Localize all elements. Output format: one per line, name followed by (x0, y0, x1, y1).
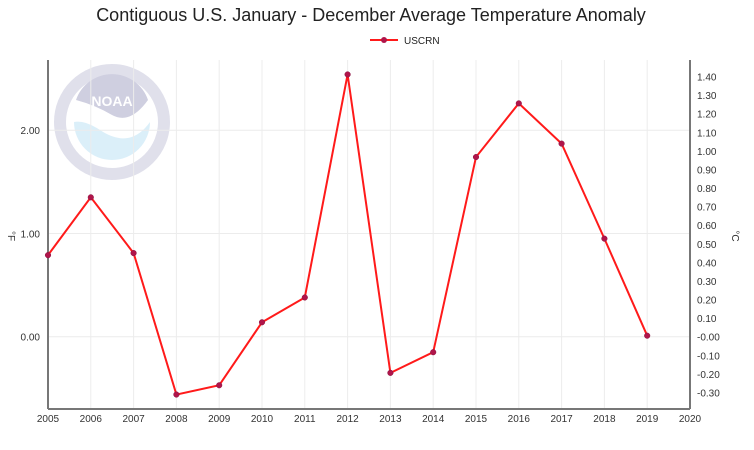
series-uscrn (44, 71, 651, 398)
y2-tick-label: 0.40 (697, 258, 717, 269)
data-point-2010 (258, 319, 266, 326)
tick-labels: 2005 2006 2007 2008 2009 2010 2011 2012 2013 2014… (21, 73, 721, 425)
y2-tick-label: 0.80 (697, 184, 717, 195)
x-tick-label: 2012 (336, 414, 359, 425)
y-tick-label: 2.00 (21, 126, 41, 137)
svg-text:NOAA: NOAA (91, 93, 132, 109)
data-point-2015 (472, 154, 480, 161)
x-tick-label: 2011 (294, 414, 316, 425)
legend-item-uscrn[interactable]: USCRN (370, 36, 440, 47)
y2-tick-label: 0.60 (697, 221, 717, 232)
y2-tick-label: 1.40 (697, 73, 717, 84)
y2-tick-label: 1.20 (697, 110, 717, 121)
x-tick-label: 2013 (379, 414, 402, 425)
y-tick-label: 0.00 (21, 333, 41, 344)
x-tick-label: 2007 (122, 414, 145, 425)
x-tick-label: 2016 (508, 414, 531, 425)
x-tick-label: 2008 (165, 414, 188, 425)
y2-tick-label: -0.00 (697, 333, 720, 344)
x-tick-label: 2017 (550, 414, 573, 425)
y2-tick-label: -0.10 (697, 351, 720, 362)
x-tick-label: 2019 (636, 414, 659, 425)
y2-tick-label: 0.50 (697, 240, 717, 251)
data-point-2006 (87, 194, 94, 201)
legend-marker (381, 37, 387, 43)
y2-tick-label: 1.10 (697, 128, 717, 139)
y2-tick-label: 0.10 (697, 314, 717, 325)
y-tick-label: 1.00 (21, 229, 41, 240)
y2-tick-label: 0.30 (697, 277, 717, 288)
legend-label: USCRN (404, 36, 440, 47)
data-point-2012 (344, 71, 351, 78)
x-tick-label: 2018 (593, 414, 616, 425)
data-point-2005 (44, 252, 52, 259)
y2-tick-label: 0.20 (697, 296, 717, 307)
x-tick-label: 2010 (251, 414, 274, 425)
data-point-2018 (601, 235, 608, 242)
x-tick-label: 2009 (208, 414, 231, 425)
noaa-watermark: NOAA (54, 64, 170, 180)
data-point-2017 (558, 140, 565, 147)
data-point-2009 (216, 382, 223, 389)
data-point-2011 (301, 294, 308, 301)
data-point-2013 (387, 369, 394, 376)
data-point-2016 (515, 100, 522, 107)
x-tick-label: 2005 (37, 414, 60, 425)
chart-title: Contiguous U.S. January - December Avera… (96, 5, 646, 25)
y2-tick-label: -0.20 (697, 370, 720, 381)
x-tick-label: 2020 (679, 414, 702, 425)
grid (47, 60, 691, 409)
data-point-2019 (644, 332, 651, 339)
y2-axis-label: °C (729, 230, 740, 241)
y2-tick-label: 0.90 (697, 165, 717, 176)
y2-tick-label: 1.30 (697, 91, 717, 102)
y2-tick-label: 0.70 (697, 203, 717, 214)
x-tick-label: 2006 (80, 414, 103, 425)
data-point-2014 (430, 349, 437, 356)
data-point-2008 (173, 391, 180, 398)
data-point-2007 (130, 250, 137, 257)
y2-tick-label: 1.00 (697, 147, 717, 158)
y2-tick-label: -0.30 (697, 388, 720, 399)
x-tick-label: 2014 (422, 414, 445, 425)
axes (47, 60, 691, 410)
y-axis-label: °F (5, 231, 16, 241)
x-tick-label: 2015 (465, 414, 488, 425)
